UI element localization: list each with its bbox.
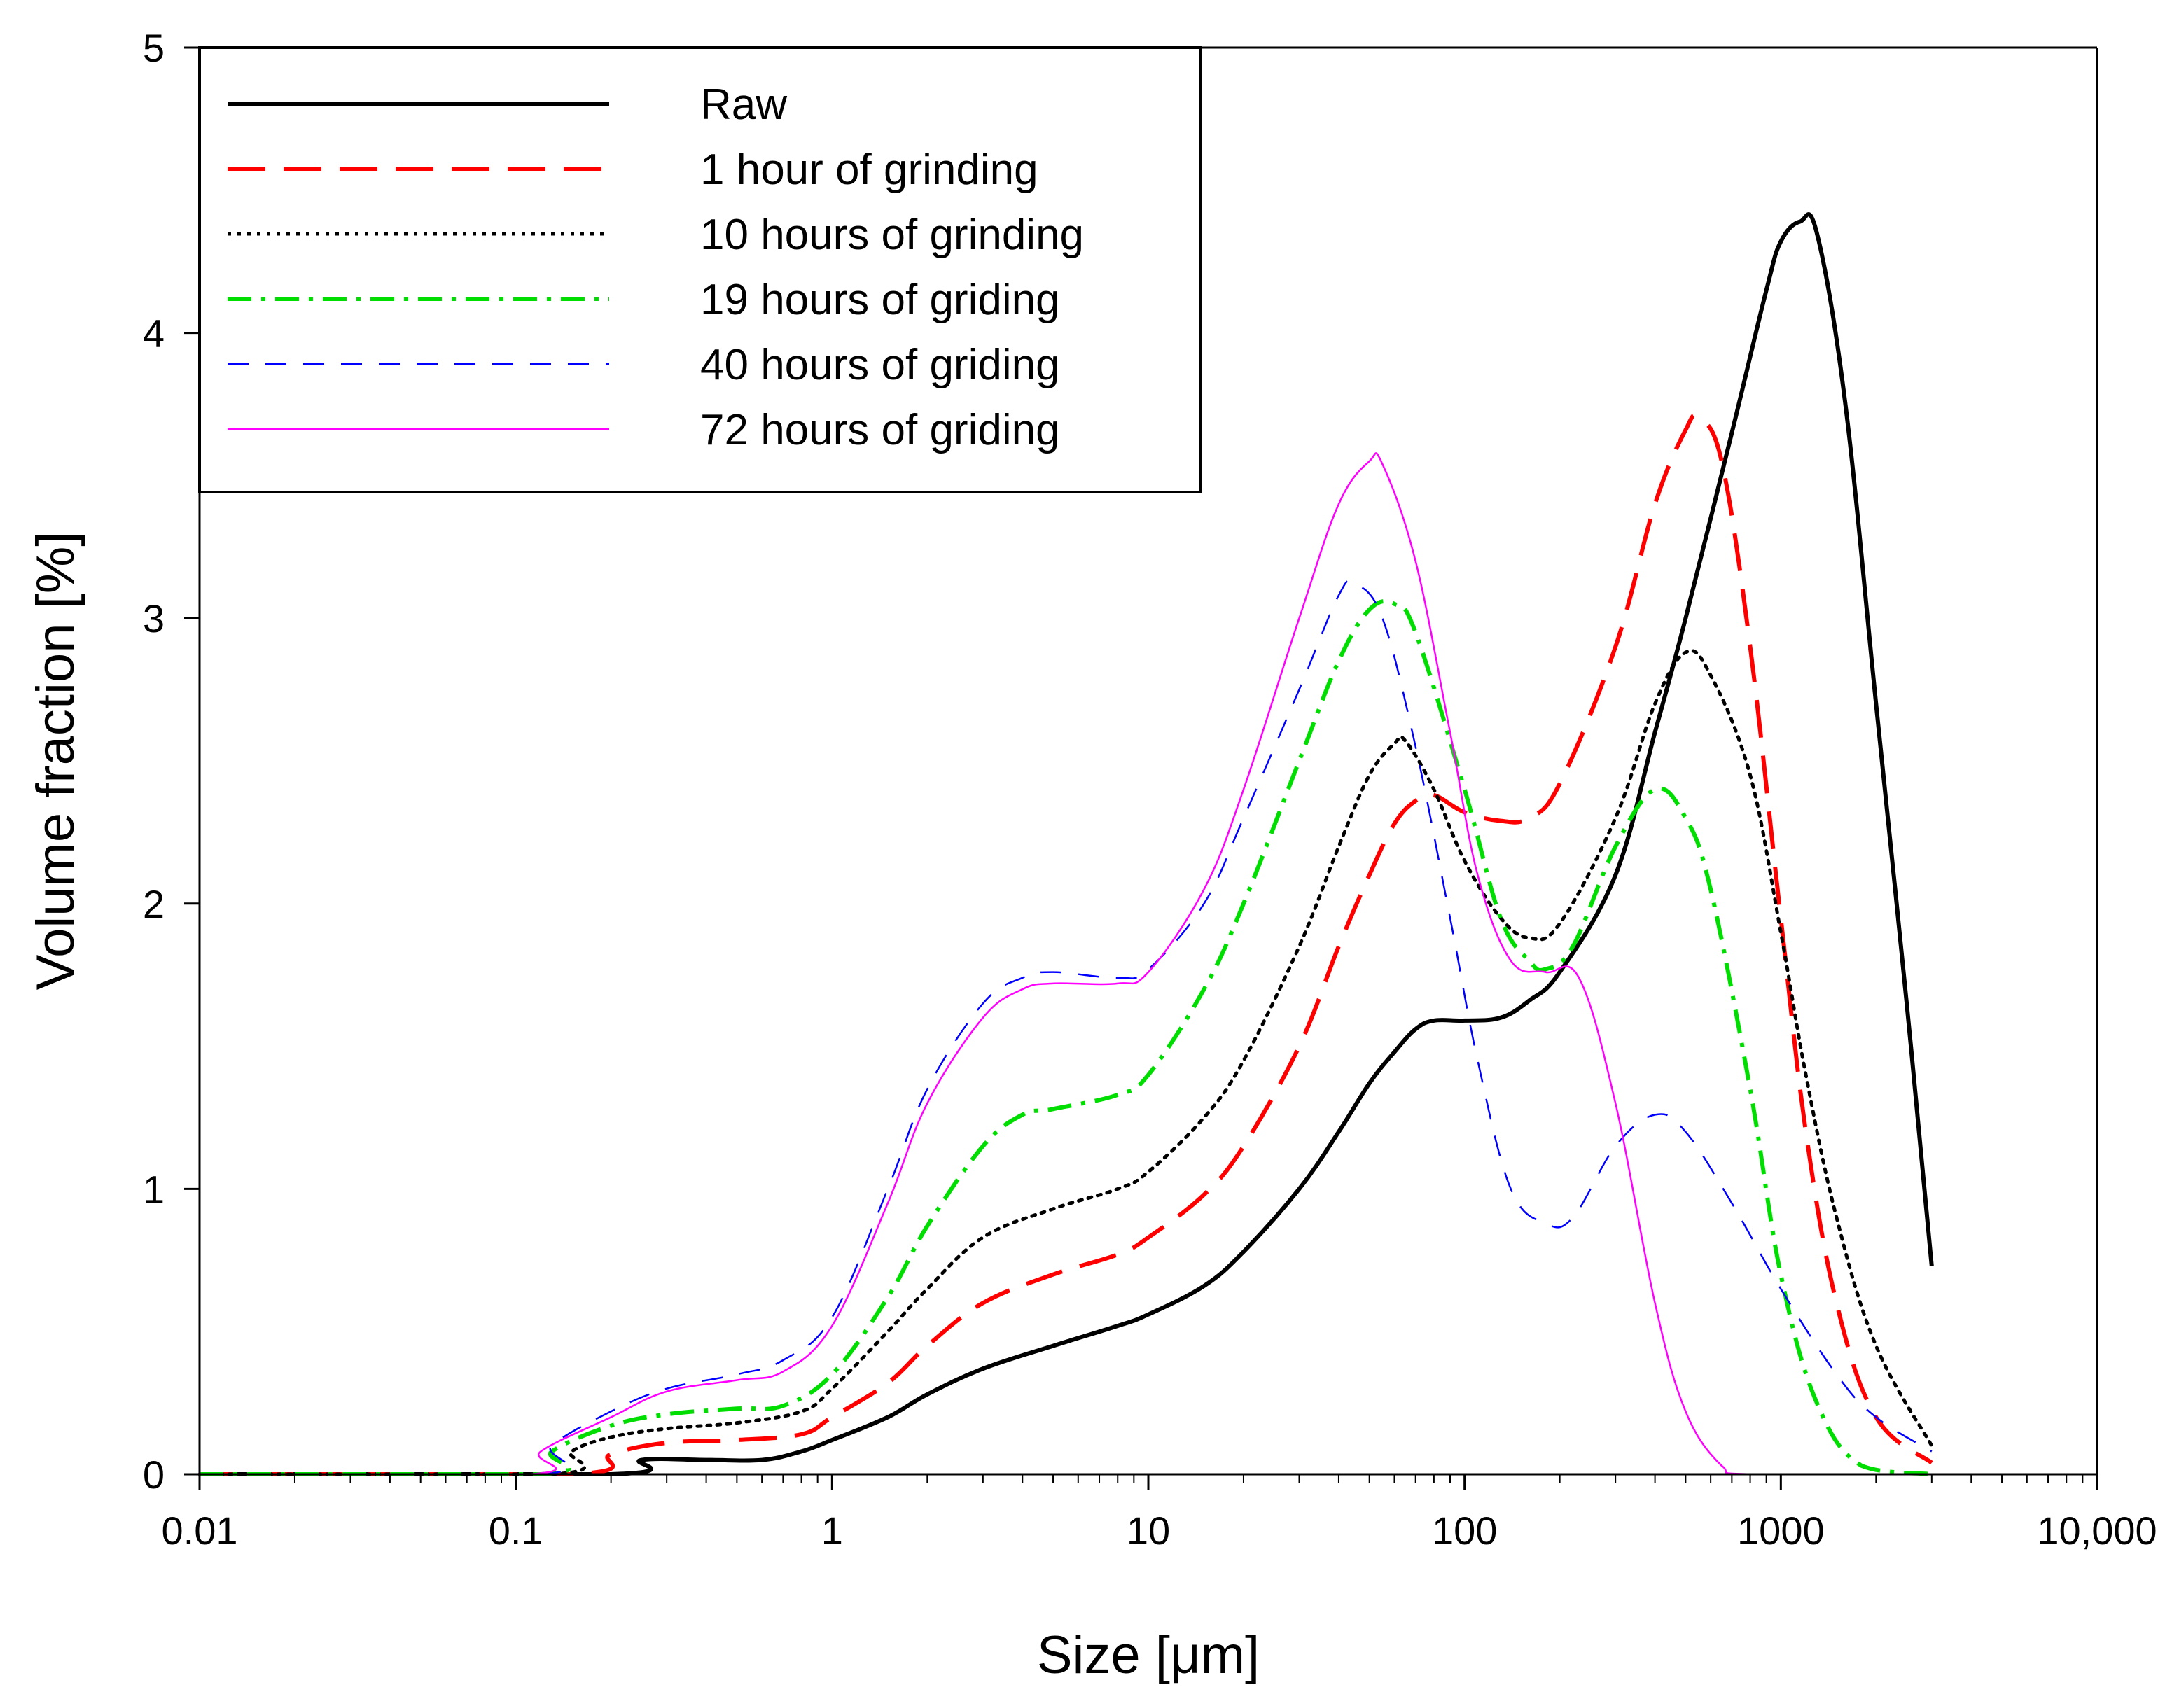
legend-label-5: 40 hours of griding — [700, 341, 1060, 389]
x-tick-label: 0.01 — [162, 1508, 238, 1553]
x-tick-label: 0.1 — [489, 1508, 543, 1553]
legend-label-6: 72 hours of griding — [700, 406, 1060, 454]
x-tick-label: 1000 — [1737, 1508, 1825, 1553]
series-line-5 — [200, 580, 1933, 1476]
x-tick-label: 10,000 — [2037, 1508, 2157, 1553]
legend-label-1: Raw — [700, 80, 787, 129]
y-tick-label: 2 — [143, 882, 165, 926]
y-axis-title: Volume fraction [%] — [26, 532, 85, 990]
y-tick-label: 1 — [143, 1167, 165, 1211]
legend-label-4: 19 hours of griding — [700, 276, 1060, 324]
x-axis-title: Size [μm] — [1037, 1625, 1260, 1685]
y-tick-label: 4 — [143, 312, 165, 356]
series-line-2 — [200, 413, 1933, 1477]
x-tick-label: 1 — [821, 1508, 843, 1553]
legend-label-2: 1 hour of grinding — [700, 146, 1038, 194]
y-tick-label: 3 — [143, 596, 165, 640]
legend-box — [198, 46, 1202, 493]
series-line-4 — [200, 598, 1933, 1477]
legend: Raw 1 hour of grinding 10 hours of grindin… — [198, 46, 1202, 493]
x-tick-label: 100 — [1432, 1508, 1497, 1553]
series-line-1 — [200, 212, 1934, 1477]
legend-label-3: 10 hours of grinding — [700, 211, 1084, 259]
x-tick-label: 10 — [1127, 1508, 1170, 1553]
series-line-3 — [197, 649, 1934, 1476]
y-tick-label: 0 — [143, 1452, 165, 1497]
plot-area — [197, 212, 1934, 1477]
y-tick-label: 5 — [143, 26, 165, 70]
series-line-6 — [200, 452, 1932, 1476]
